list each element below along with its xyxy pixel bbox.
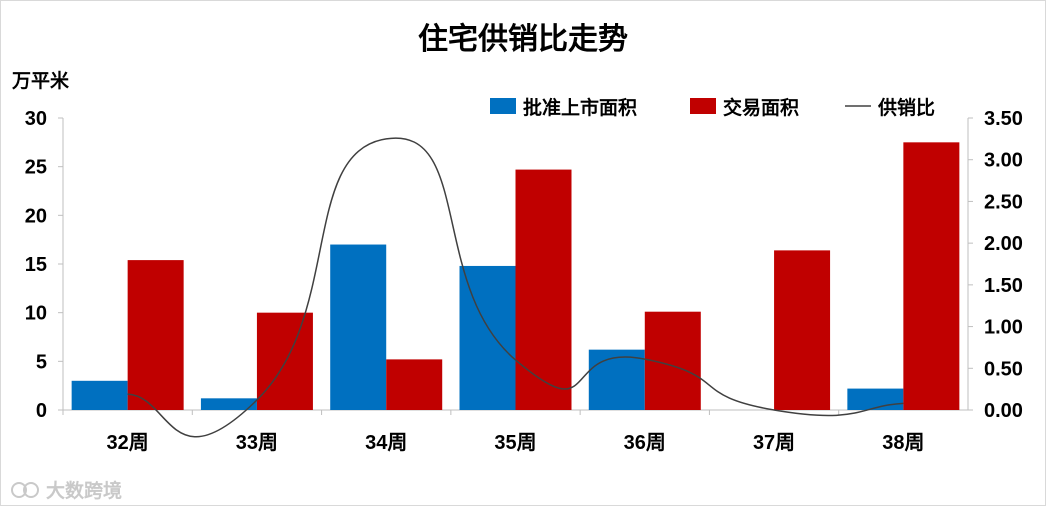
legend: 批准上市面积 交易面积 供销比	[490, 96, 935, 119]
bar-supply	[459, 265, 516, 410]
legend-label: 交易面积	[723, 96, 799, 119]
y-axis-unit-label: 万平米	[12, 71, 70, 92]
x-tick-label: 36周	[624, 432, 666, 454]
y-left-tick-label: 30	[25, 108, 47, 130]
y-right-tick-label: 0.50	[984, 358, 1023, 380]
y-right-tick-label: 0.00	[984, 400, 1023, 422]
x-tick-label: 38周	[882, 432, 924, 454]
y-left-tick-label: 20	[25, 205, 47, 227]
line-layer	[127, 137, 904, 438]
chart-title: 住宅供销比走势	[418, 23, 628, 56]
labels-layer: 0 5 10 15 20 25 30 0.00 0.50 1.00 1.50 2.00 2.50 3.00…	[25, 108, 1023, 454]
bar-sales	[386, 359, 443, 410]
watermark-text: 大数跨境	[46, 481, 123, 502]
bar-supply	[200, 398, 257, 410]
legend-swatch-supply	[490, 98, 516, 114]
y-left-tick-label: 15	[25, 254, 47, 276]
legend-label: 供销比	[877, 96, 935, 119]
watermark: 大数跨境	[10, 476, 122, 503]
y-right-tick-label: 2.50	[984, 191, 1023, 213]
bars-layer	[71, 142, 960, 411]
y-left-tick-label: 10	[25, 303, 47, 325]
bar-sales	[903, 142, 960, 411]
y-left-tick-label: 5	[36, 351, 47, 373]
y-right-tick-label: 3.00	[984, 150, 1023, 172]
y-right-tick-label: 2.00	[984, 233, 1023, 255]
y-left-tick-label: 25	[25, 157, 47, 179]
y-right-tick-label: 1.50	[984, 275, 1023, 297]
x-tick-label: 33周	[236, 432, 278, 454]
ratio-line	[127, 137, 904, 438]
x-tick-label: 37周	[753, 432, 795, 454]
bar-sales	[774, 250, 831, 410]
bar-supply	[330, 244, 387, 410]
watermark-logo-icon	[11, 481, 39, 498]
x-tick-label: 34周	[365, 432, 407, 454]
bar-supply	[588, 349, 645, 410]
y-right-tick-label: 3.50	[984, 108, 1023, 130]
legend-label: 批准上市面积	[523, 96, 637, 119]
bar-sales	[515, 169, 572, 410]
bar-sales	[127, 260, 184, 410]
y-right-tick-label: 1.00	[984, 317, 1023, 339]
y-left-tick-label: 0	[36, 400, 47, 422]
bar-supply	[71, 380, 128, 410]
x-tick-label: 32周	[107, 432, 149, 454]
x-tick-label: 35周	[494, 432, 536, 454]
bar-supply	[847, 388, 904, 410]
legend-swatch-sales	[690, 98, 716, 114]
